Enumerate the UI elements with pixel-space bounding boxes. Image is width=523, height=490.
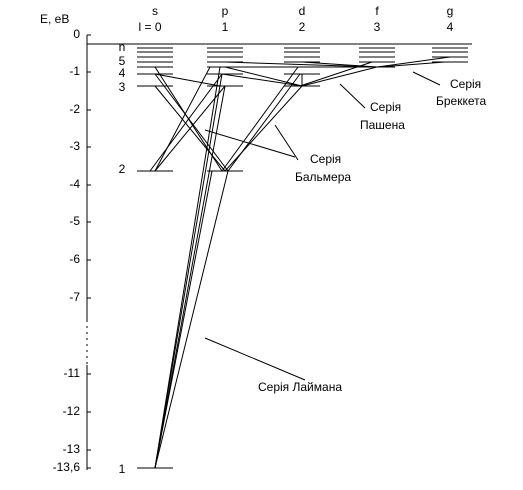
column-name: f [375, 4, 379, 18]
series-label: Серія [310, 152, 341, 166]
transition [224, 85, 303, 172]
transition [154, 73, 229, 172]
series-label: Серія [370, 100, 401, 114]
transition [221, 73, 303, 87]
axis-label: E, еВ [40, 12, 69, 26]
orbital-number: 1 [222, 20, 229, 34]
transition [154, 85, 226, 469]
level-label: 4 [119, 66, 126, 80]
transition [154, 66, 221, 469]
y-tick-label: 0 [73, 27, 80, 41]
column-name: p [222, 4, 229, 18]
transition [154, 85, 226, 172]
transition [154, 66, 211, 172]
transition [301, 66, 378, 87]
transition [149, 73, 223, 172]
column-name: d [299, 4, 306, 18]
level-label: 2 [119, 162, 126, 176]
transition [227, 73, 301, 172]
series-label-line2: Бальмера [295, 170, 351, 184]
column-name: g [447, 4, 454, 18]
series-label-line2: Пашена [360, 118, 405, 132]
transition [376, 56, 451, 68]
series-label: Серія Лаймана [258, 380, 342, 394]
y-tick-label: -7 [69, 290, 80, 304]
transition [379, 61, 446, 68]
transition [154, 170, 213, 469]
orbital-number: 2 [299, 20, 306, 34]
pointer [204, 129, 296, 158]
y-tick-label: -2 [69, 102, 80, 116]
series-label-line2: Бреккета [436, 94, 486, 108]
transition [154, 73, 221, 87]
transition [224, 61, 378, 68]
orbital-number: 4 [447, 20, 454, 34]
y-tick-label: -1 [69, 64, 80, 78]
transition [154, 170, 229, 469]
y-tick-label: -13 [63, 442, 81, 456]
level-label: n [119, 40, 126, 54]
orbital-number: 3 [374, 20, 381, 34]
y-tick-label: -4 [69, 177, 80, 191]
pointer [204, 337, 306, 381]
level-label: 1 [119, 462, 126, 476]
y-tick-label: -5 [69, 214, 80, 228]
transition [221, 66, 299, 172]
y-tick-label: -3 [69, 139, 80, 153]
level-label: 3 [119, 80, 126, 94]
pointer [274, 124, 299, 161]
y-tick-label: -13,6 [53, 460, 81, 474]
y-tick-label: -6 [69, 252, 80, 266]
y-tick-label: -11 [64, 366, 81, 380]
pointer [339, 83, 366, 109]
level-label: 5 [119, 54, 126, 68]
transition [301, 61, 378, 68]
transition [154, 73, 223, 469]
pointer [412, 71, 441, 86]
y-tick-label: -12 [63, 404, 81, 418]
orbital-number: l = 0 [138, 20, 161, 34]
series-label: Серія [450, 77, 481, 91]
column-name: s [152, 4, 158, 18]
transition [224, 66, 303, 87]
